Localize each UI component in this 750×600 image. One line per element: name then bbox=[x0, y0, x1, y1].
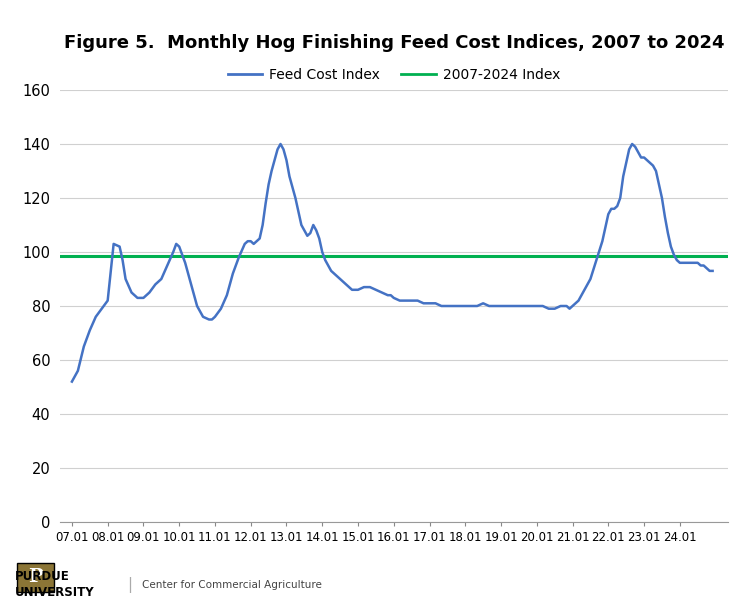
Text: |: | bbox=[128, 577, 133, 593]
Text: P: P bbox=[28, 569, 43, 587]
Text: Center for Commercial Agriculture: Center for Commercial Agriculture bbox=[142, 580, 322, 590]
Legend: Feed Cost Index, 2007-2024 Index: Feed Cost Index, 2007-2024 Index bbox=[222, 62, 566, 88]
FancyBboxPatch shape bbox=[17, 563, 54, 592]
Title: Figure 5.  Monthly Hog Finishing Feed Cost Indices, 2007 to 2024: Figure 5. Monthly Hog Finishing Feed Cos… bbox=[64, 34, 724, 52]
Text: PURDUE
UNIVERSITY: PURDUE UNIVERSITY bbox=[15, 571, 94, 599]
